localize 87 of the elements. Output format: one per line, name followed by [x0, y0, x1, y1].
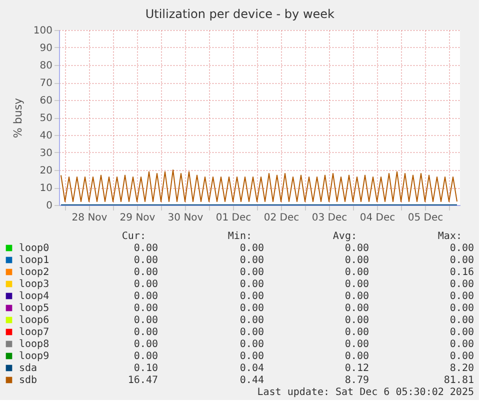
y-tick-label: 70 [40, 78, 52, 89]
text: 0.00 [344, 267, 369, 278]
text: 0.00 [450, 279, 474, 290]
text: 0.00 [344, 315, 369, 326]
legend-label: loop7 [19, 327, 50, 338]
y-tick-label: 0 [46, 200, 52, 212]
text: 0.00 [450, 303, 474, 314]
text: 0.00 [240, 303, 264, 314]
text: 0.00 [240, 315, 264, 326]
y-tick-label: 20 [40, 166, 52, 176]
x-tick-label: 29 Nov [120, 212, 156, 224]
text: 0.00 [240, 351, 264, 362]
text: 81.81 [444, 375, 474, 386]
legend-label: loop0 [19, 243, 50, 254]
text: 0.00 [134, 351, 158, 362]
y-tick-label: 80 [40, 60, 52, 72]
legend-label: loop9 [19, 351, 50, 362]
legend-label: loop3 [19, 279, 50, 290]
text: Last update: Sat Dec 6 05:30:02 2025 [257, 387, 474, 398]
text: 16.47 [128, 375, 158, 386]
x-tick-label: 04 Dec [360, 212, 396, 224]
text: 0.00 [134, 315, 158, 326]
text: 0.00 [344, 255, 369, 266]
y-tick-label: 30 [40, 148, 52, 159]
text: 0.00 [134, 267, 158, 278]
legend-label: loop2 [19, 267, 50, 278]
text: 0.00 [240, 339, 264, 350]
text: 0.00 [344, 291, 369, 302]
text: 0.00 [240, 279, 264, 290]
text: 0.00 [450, 255, 474, 266]
text: 8.20 [450, 363, 474, 374]
text: 0.00 [134, 279, 158, 290]
y-tick-label: 100 [33, 26, 52, 36]
x-tick-label: 03 Dec [312, 212, 348, 224]
text: 0.00 [134, 243, 158, 254]
text: 0.00 [134, 255, 158, 266]
y-tick-label: 10 [40, 183, 52, 194]
chart-title: Utilization per device - by week [145, 7, 335, 21]
text: 0.00 [344, 327, 369, 338]
y-tick-label: 60 [40, 96, 52, 106]
x-tick-label: 02 Dec [264, 212, 300, 224]
x-tick-label: 01 Dec [216, 212, 252, 224]
text: 0.04 [240, 363, 264, 374]
text: 0.00 [240, 291, 264, 302]
text: 0.00 [450, 339, 474, 350]
x-tick-label: 30 Nov [168, 212, 204, 224]
text: 0.00 [240, 243, 264, 254]
legend-label: loop4 [19, 291, 50, 302]
text: 0.00 [344, 339, 369, 350]
text: 0.00 [344, 243, 369, 254]
x-tick-label: 05 Dec [408, 212, 444, 224]
y-tick-label: 40 [40, 130, 52, 142]
text: 0.00 [344, 303, 369, 314]
legend-label: loop6 [19, 315, 50, 326]
text: 0.44 [240, 375, 264, 386]
legend-label: sda [19, 363, 38, 374]
text: 0.00 [240, 327, 264, 338]
text: 0.12 [344, 363, 369, 374]
text: 0.00 [344, 279, 369, 290]
legend-label: loop1 [19, 255, 50, 266]
text: 8.79 [344, 375, 369, 386]
text: Avg: [332, 231, 357, 242]
text: 0.00 [134, 339, 158, 350]
text: Cur: [122, 231, 146, 242]
y-tick-label: 50 [40, 113, 52, 124]
line-series [60, 170, 458, 202]
text: Max: [438, 231, 462, 242]
text: 0.16 [450, 267, 474, 278]
text: 0.00 [134, 327, 158, 338]
x-tick-label: 28 Nov [72, 212, 108, 224]
text: 0.00 [450, 327, 474, 338]
text: 0.10 [134, 363, 158, 374]
text: 0.00 [450, 351, 474, 362]
legend-label: loop8 [19, 339, 50, 350]
text: 0.00 [450, 315, 474, 326]
legend-label: loop5 [19, 303, 50, 314]
y-axis-title: % busy [11, 97, 24, 138]
text: 0.00 [134, 303, 158, 314]
text: Min: [228, 231, 252, 242]
text: 0.00 [450, 291, 474, 302]
legend-label: sdb [19, 375, 38, 386]
text: 0.00 [344, 351, 369, 362]
text: 0.00 [240, 267, 264, 278]
y-tick-label: 90 [40, 43, 52, 54]
text: 0.00 [134, 291, 158, 302]
text: 0.00 [240, 255, 264, 266]
text: 0.00 [450, 243, 474, 254]
